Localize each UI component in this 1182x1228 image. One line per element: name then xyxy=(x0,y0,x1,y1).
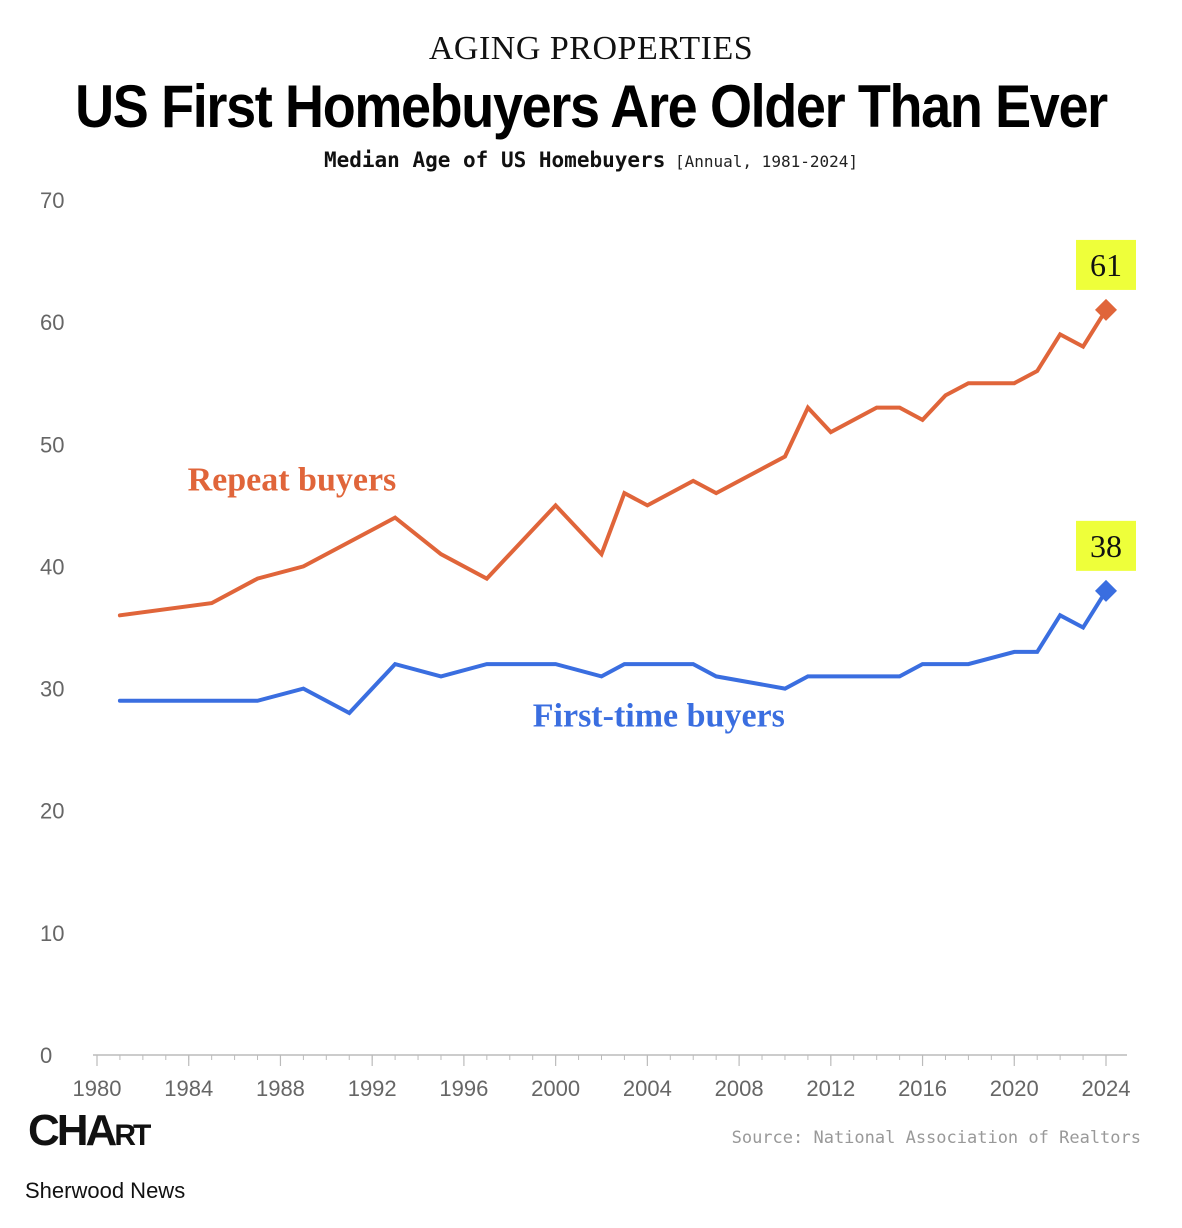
x-tick-label: 2024 xyxy=(1082,1076,1131,1101)
x-tick-label: 2000 xyxy=(531,1076,580,1101)
y-tick-label: 50 xyxy=(40,432,64,457)
logo-part-2: RT xyxy=(114,1119,151,1152)
y-tick-label: 20 xyxy=(40,799,64,824)
y-tick-label: 60 xyxy=(40,310,64,335)
y-tick-label: 70 xyxy=(40,188,64,213)
repeat-buyers-line xyxy=(117,307,1108,618)
x-tick-label: 2004 xyxy=(623,1076,672,1101)
chart-kicker: AGING PROPERTIES xyxy=(428,30,754,67)
subtitle-note: [Annual, 1981-2024] xyxy=(674,152,859,171)
y-tick-label: 10 xyxy=(40,921,64,946)
y-tick-label: 0 xyxy=(40,1043,52,1068)
chart-subtitle: Median Age of US Homebuyers [Annual, 198… xyxy=(0,148,1182,172)
first-time-buyers-endpoint xyxy=(1095,579,1117,602)
value-callout-bg xyxy=(1076,239,1136,290)
x-tick-label: 2008 xyxy=(715,1076,764,1101)
repeat-buyers-endpoint xyxy=(1095,298,1117,321)
value-callout-bg xyxy=(1076,520,1136,571)
x-tick-label: 1980 xyxy=(73,1076,122,1101)
x-tick-label: 1988 xyxy=(256,1076,305,1101)
first-time-buyers-line xyxy=(117,588,1108,716)
chart-title: US First Homebuyers Are Older Than Ever xyxy=(75,73,1108,140)
logo-part-1: CHA xyxy=(28,1106,117,1155)
y-tick-label: 40 xyxy=(40,554,64,579)
value-callout-label: 38 xyxy=(1090,528,1122,564)
chartr-logo: CHART xyxy=(28,1106,151,1156)
publisher-name: Sherwood News xyxy=(25,1178,186,1203)
y-tick-label: 30 xyxy=(40,677,64,702)
x-tick-label: 1992 xyxy=(348,1076,397,1101)
subtitle-main: Median Age of US Homebuyers xyxy=(323,148,666,172)
value-callout-label: 61 xyxy=(1090,247,1122,283)
x-tick-label: 2016 xyxy=(898,1076,947,1101)
repeat-buyers-label: Repeat buyers xyxy=(188,462,397,499)
x-tick-label: 1984 xyxy=(164,1076,213,1101)
x-tick-label: 1996 xyxy=(439,1076,488,1101)
x-tick-label: 2012 xyxy=(806,1076,855,1101)
first-time-buyers-label: First-time buyers xyxy=(533,697,785,734)
source-note: Source: National Association of Realtors xyxy=(731,1128,1141,1148)
x-tick-label: 2020 xyxy=(990,1076,1039,1101)
